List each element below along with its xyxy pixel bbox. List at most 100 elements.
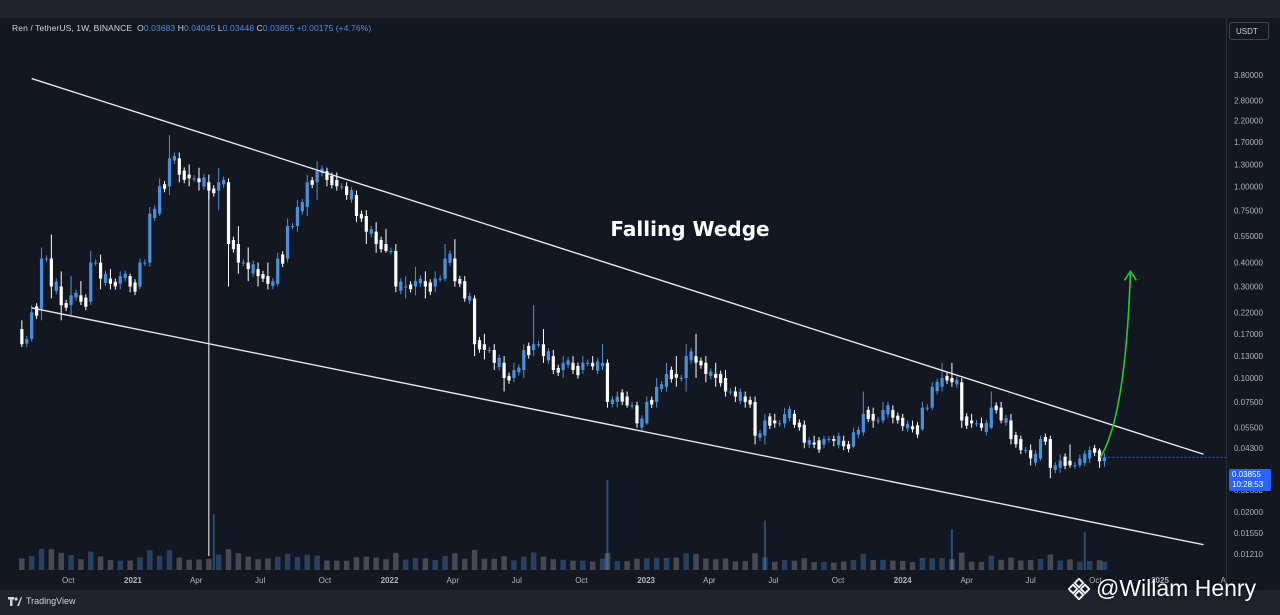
volume-bar [949,559,955,570]
candle [162,181,167,193]
candle [694,333,698,378]
candle-body [822,439,826,445]
candle [113,278,117,290]
candle [315,161,319,200]
candle-body [620,392,624,402]
candle [148,207,152,267]
volume-bar [1037,558,1044,570]
time-tick-label: Jul [255,576,265,585]
candle [167,135,172,196]
candle [758,429,762,442]
candle-body [915,425,920,435]
candle [384,228,388,253]
volume-bar [212,514,215,570]
candle [896,412,900,424]
volume-bar [968,561,975,570]
price-tick-label: 0.02000 [1234,508,1263,517]
candle-body [369,229,373,234]
candle [714,362,718,387]
volume-bar [324,560,330,570]
candle-body [30,312,34,339]
candle-body [866,409,870,419]
candle [807,436,811,449]
candle [684,344,688,392]
currency-selector[interactable]: USDT [1229,22,1269,40]
candle-body [586,362,590,364]
candle-body [807,440,811,445]
candle [773,413,777,428]
candle-body [787,408,792,419]
volume-bar [939,557,945,570]
volume-bar [314,555,320,570]
candle-body [955,379,959,385]
candle-body [527,345,531,356]
candle [54,278,58,295]
footer-bar: TradingView [0,590,1280,615]
volume-bar [304,554,311,570]
volume-bar [634,558,640,570]
candle [369,225,373,238]
volume-bar [186,559,192,570]
time-tick-label: Oct [575,576,588,585]
time-tick-label: 2021 [124,576,142,585]
candle-body [1019,439,1023,451]
candle [802,420,806,449]
volume-bar [801,558,808,570]
candle-body [945,375,949,381]
candle [595,358,600,375]
candle [35,303,39,320]
chart-panel[interactable]: 3.80000 2.80000 2.20000 1.70000 1.30000 1.000… [0,18,1280,590]
candle-body [354,195,359,217]
candle-body [1078,458,1082,466]
candle [778,420,782,427]
candle [394,244,398,293]
candle-body [413,281,418,287]
volume-bar [870,560,876,570]
candle [74,289,78,301]
candles-layer [20,135,1107,556]
candle-body [477,340,482,350]
volume-bar [791,560,798,570]
candle-body [443,258,447,279]
candle [1019,435,1023,455]
candle [536,340,541,348]
candle [487,346,491,354]
candle [231,236,236,253]
candle-body [650,399,654,405]
binance-icon [1068,577,1090,600]
volume-bar [831,562,837,570]
candle-body [1083,453,1087,463]
candle [522,344,526,378]
candle [955,376,959,388]
candle [335,172,339,191]
candle-body [837,435,841,446]
candle-body [59,286,63,306]
candle [1083,450,1087,467]
candle-body [507,375,511,381]
volume-bar [1096,560,1103,570]
candle-body [817,440,821,450]
candle-body [896,415,900,421]
candle-body [571,362,575,371]
candle [256,262,260,287]
candle-body [758,433,762,438]
candle [605,359,610,408]
candle-body [482,344,487,350]
candle [349,186,354,203]
volume-bar [471,549,478,570]
candle [925,404,929,412]
candle-body [940,377,944,387]
time-tick-label: Apr [447,576,460,585]
candle [842,435,846,451]
tradingview-logo[interactable]: TradingView [8,596,76,606]
candle [699,357,703,369]
candle-body [1058,460,1062,468]
candle-body [236,244,240,263]
open-value: 0.03683 [143,23,176,33]
price-chart[interactable]: 3.80000 2.80000 2.20000 1.70000 1.30000 1.000… [0,18,1280,590]
candle [463,276,467,302]
candle-body [143,262,147,264]
candle [871,407,875,428]
price-tick-label: 1.70000 [1234,138,1263,147]
candle [1097,448,1102,468]
